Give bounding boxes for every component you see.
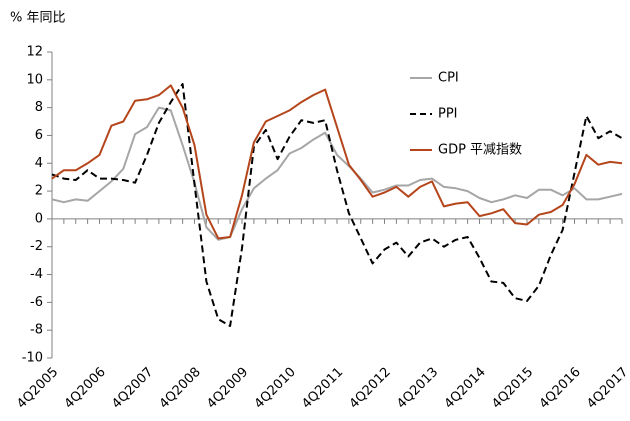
y-tick-label: -4 xyxy=(30,267,43,282)
y-tick-label: 0 xyxy=(35,211,43,226)
x-tick-label: 4Q2008 xyxy=(157,365,204,412)
y-tick-label: -10 xyxy=(22,351,43,366)
legend-label: CPI xyxy=(438,71,459,86)
x-tick-label: 4Q2010 xyxy=(252,365,299,412)
x-tick-label: 4Q2006 xyxy=(62,365,109,412)
series-line xyxy=(51,84,623,240)
y-axis-label: % 年同比 xyxy=(10,11,66,26)
x-tick-label: 4Q2015 xyxy=(489,365,536,412)
y-tick-label: -2 xyxy=(30,239,43,254)
x-tick-label: 4Q2013 xyxy=(394,365,441,412)
y-tick-label: -8 xyxy=(30,323,43,338)
x-tick-label: 4Q2005 xyxy=(14,365,61,412)
x-tick-label: 4Q2012 xyxy=(347,365,394,412)
y-tick-label: 2 xyxy=(35,184,43,199)
y-tick-label: 8 xyxy=(35,100,43,115)
legend-label: GDP 平减指数 xyxy=(438,143,522,158)
x-tick-label: 4Q2017 xyxy=(584,365,630,412)
y-tick-label: 6 xyxy=(35,128,43,143)
x-tick-label: 4Q2014 xyxy=(442,365,489,412)
series-line xyxy=(51,83,623,327)
legend-label: PPI xyxy=(438,107,458,122)
series-line xyxy=(51,106,623,241)
y-tick-label: 12 xyxy=(26,45,43,60)
y-tick-label: -6 xyxy=(30,295,43,310)
x-tick-label: 4Q2016 xyxy=(537,365,584,412)
x-tick-label: 4Q2011 xyxy=(299,365,346,412)
y-tick-label: 4 xyxy=(35,156,43,171)
x-tick-label: 4Q2007 xyxy=(109,365,156,412)
y-tick-label: 10 xyxy=(26,72,43,87)
x-tick-label: 4Q2009 xyxy=(204,365,251,412)
